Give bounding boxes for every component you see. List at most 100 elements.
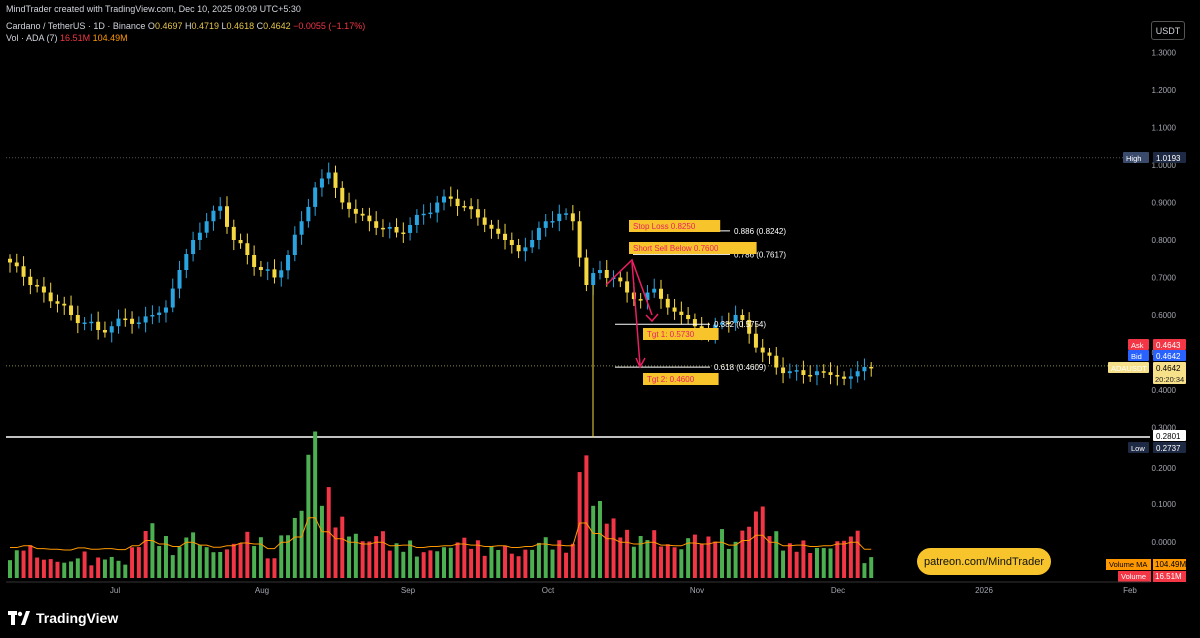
time-tick-label: Jul [110,586,120,595]
volume-bar [353,533,358,578]
price-tag-label-bg [1128,339,1149,350]
candle-body [523,247,528,252]
time-tick-label: Nov [690,586,704,595]
candle-body [733,315,738,323]
candle-body [503,233,508,240]
volume-bar [347,536,352,578]
candle-body [808,375,813,377]
candle-body [760,347,765,353]
candle-body [286,255,291,271]
candle-body [462,206,467,208]
volume-bar [692,534,697,578]
volume-bar [869,557,874,578]
candle-body [570,213,575,222]
tradingview-wordmark: TradingView [36,610,119,626]
candle-body [787,371,792,374]
candle-body [659,288,663,299]
volume-bar [577,472,582,578]
price-tag-value-bg [1153,362,1186,384]
price-tick-label: 1.2000 [1152,86,1177,95]
candle-body [665,298,670,308]
volume-bar [69,561,74,578]
currency-button[interactable]: USDT [1151,21,1185,40]
candle-body [740,315,745,320]
candle-body [550,221,555,223]
volume-bar [475,540,480,578]
candle-body [428,212,433,215]
candle-body [48,292,53,302]
volume-bar [8,560,12,578]
candle-body [686,315,691,320]
volume-bar [265,558,270,578]
candle-body [584,257,589,285]
volume-bar [258,537,263,578]
candle-body [96,321,101,330]
candle-body [489,224,494,229]
volume-bar [774,531,779,578]
legend-volume: Vol · ADA (7) 16.51M 104.49M [6,33,128,43]
candle-body [292,234,297,255]
volume-bar [21,550,26,578]
volume-ma-tag-label: Volume MA [1109,560,1147,569]
price-tag-label: ADAUSDT [1111,364,1147,373]
candle-body [211,210,216,222]
candle-body [509,240,514,246]
volume-bar [55,561,60,578]
volume-bar [62,562,67,578]
candle-body [360,213,365,216]
candle-body [835,375,840,377]
volume-bar [163,536,168,578]
candle-body [55,301,60,304]
candle-body [333,172,338,188]
volume-bar [374,536,379,578]
candle-body [340,187,345,203]
price-tag-label-bg [1128,350,1149,361]
volume-bar [706,536,711,578]
volume-bar [319,505,324,578]
volume-bar [672,547,677,578]
candle-body [394,226,399,233]
candle-body [401,232,406,234]
volume-bar [394,543,399,578]
candle-body [679,311,684,315]
candle-body [414,214,419,225]
price-tag-label: Ask [1131,341,1144,350]
candle-body [265,269,270,271]
volume-bar [801,540,806,578]
candle-body [157,312,162,315]
volume-bar [157,546,162,578]
candle-body [123,318,128,321]
price-tag-value: 0.4643 [1156,341,1181,350]
candle-body [14,262,19,267]
candle-body [109,326,114,333]
volume-bar [591,505,596,578]
candle-body [597,270,602,274]
candle-body [448,196,453,199]
price-tag-label-bg [1128,442,1149,453]
time-tick-label: Sep [401,586,416,595]
candle-body [842,376,847,379]
volume-bar [448,547,453,578]
candle-body [89,321,94,324]
price-tick-label: 0.6000 [1152,311,1177,320]
volume-tick-label: 0.0000 [1152,538,1177,547]
symbol-title: Cardano / TetherUS · 1D · Binance [6,21,146,31]
volume-bar [733,541,738,578]
volume-bar [252,546,257,578]
candle-body [672,307,677,312]
volume-bar [197,545,202,578]
volume-bar [855,530,860,578]
volume-bar [516,556,521,578]
candle-body [299,221,304,235]
time-tick-label: Dec [831,586,845,595]
candle-body [380,227,385,230]
volume-tick-label: 0.1000 [1152,500,1177,509]
price-tick-label: 0.4000 [1152,386,1177,395]
price-tag-value: 1.0193 [1156,154,1181,163]
volume-bar [35,557,40,578]
candle-body [35,285,40,287]
volume-bar [462,537,467,578]
candle-body [536,227,541,240]
open-label: O [147,21,155,31]
